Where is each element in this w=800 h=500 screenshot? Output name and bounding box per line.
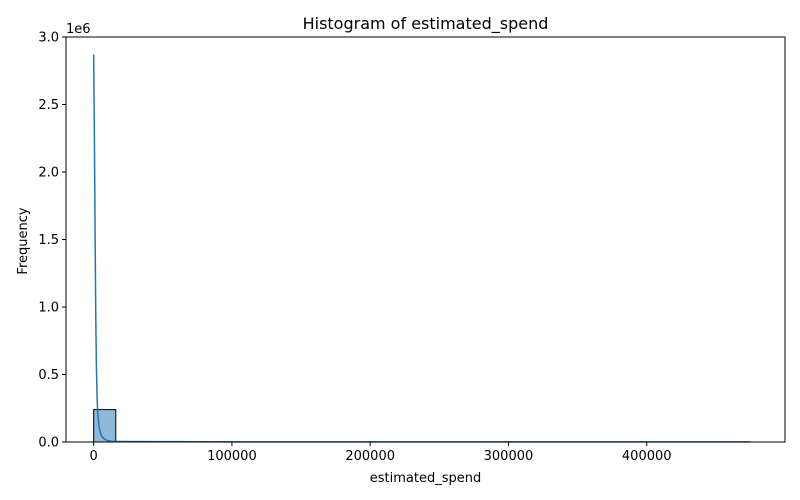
y-tick-label: 2.0 — [38, 166, 59, 181]
x-tick-label: 400000 — [622, 449, 672, 464]
plot-area: 0 100000 200000 300000 400000 0.0 0.5 1.0 1.5 2.0… — [38, 31, 786, 464]
chart-title: Histogram of estimated_spend — [303, 14, 549, 34]
x-tick-label: 300000 — [484, 449, 534, 464]
kde-line — [92, 54, 751, 443]
y-offset-label: 1e6 — [66, 22, 91, 37]
plot-frame — [65, 36, 786, 443]
y-tick-label: 1.0 — [38, 301, 59, 316]
y-tick-label: 0.5 — [38, 368, 59, 383]
y-tick-label: 1.5 — [38, 233, 59, 248]
x-tick-label: 200000 — [345, 449, 395, 464]
y-tick-label: 3.0 — [38, 31, 59, 46]
x-tick-label: 0 — [90, 449, 98, 464]
x-tick-label: 100000 — [207, 449, 257, 464]
y-axis-label: Frequency — [16, 207, 31, 274]
histogram-bar — [93, 409, 117, 443]
y-tick-label: 2.5 — [38, 98, 59, 113]
x-axis-label: estimated_spend — [370, 471, 481, 486]
y-tick-label: 0.0 — [38, 436, 59, 451]
